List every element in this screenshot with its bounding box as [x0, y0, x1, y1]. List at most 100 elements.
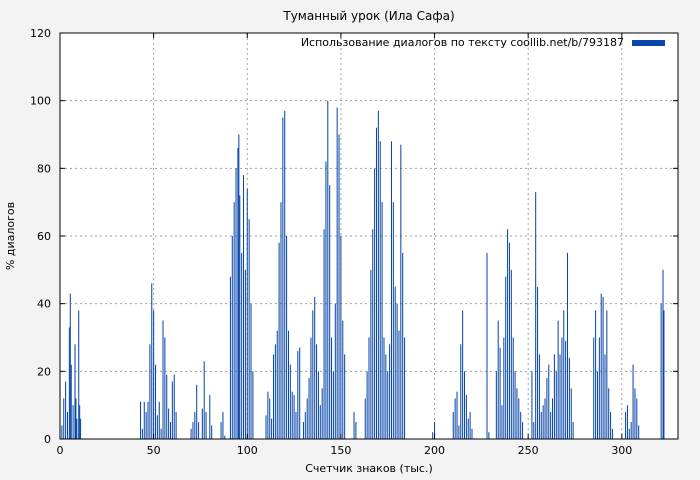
bar — [381, 202, 383, 439]
bar — [205, 411, 207, 439]
bar — [628, 428, 630, 439]
bar — [239, 195, 241, 439]
bar — [65, 381, 67, 439]
x-tick-label: 200 — [424, 444, 445, 457]
bar — [463, 371, 466, 439]
x-tick-label: 50 — [147, 444, 161, 457]
bar — [151, 283, 153, 439]
bar — [495, 371, 497, 439]
bar — [625, 411, 627, 439]
y-tick-label: 0 — [44, 433, 51, 446]
bar — [565, 340, 567, 439]
bar — [462, 310, 464, 439]
bar — [312, 310, 314, 439]
chart-title: Туманный урок (Ила Сафа) — [282, 9, 454, 23]
bar — [638, 425, 640, 439]
bar — [316, 344, 318, 439]
bar — [518, 398, 520, 439]
bar — [293, 395, 295, 439]
bar — [385, 354, 387, 439]
bar — [394, 286, 396, 439]
bar — [192, 422, 194, 439]
bar — [535, 192, 537, 439]
bar — [540, 411, 542, 439]
ticks: 0 50 100 150 200 250 300 0 20 40 60 80 100 120 — [30, 27, 678, 457]
y-tick-label: 40 — [37, 298, 51, 311]
x-tick-label: 300 — [611, 444, 632, 457]
bar — [72, 405, 74, 439]
bar — [175, 411, 177, 439]
bar — [522, 422, 524, 439]
bar — [75, 398, 77, 439]
bar — [173, 374, 175, 439]
bar — [553, 354, 555, 439]
bar — [452, 411, 454, 439]
bar — [269, 398, 271, 439]
bar — [516, 388, 518, 439]
bar — [265, 415, 267, 439]
bar — [243, 175, 245, 439]
bar — [550, 411, 552, 439]
bar — [566, 252, 569, 439]
bar — [471, 428, 473, 439]
bar — [166, 374, 168, 439]
bar — [252, 371, 254, 439]
bar — [538, 354, 540, 439]
bar — [404, 337, 406, 439]
bar — [244, 269, 246, 439]
x-tick-label: 100 — [237, 444, 258, 457]
bar — [220, 422, 222, 439]
bar — [634, 388, 636, 439]
bar — [377, 110, 379, 439]
bar — [61, 425, 63, 439]
bar — [201, 408, 203, 439]
bar — [364, 398, 366, 439]
bar — [505, 276, 507, 439]
bar — [332, 371, 334, 439]
bar — [510, 269, 512, 439]
bar — [626, 405, 628, 439]
y-tick-label: 60 — [37, 230, 51, 243]
bar — [390, 141, 392, 439]
bar — [663, 310, 665, 439]
bar — [237, 148, 239, 439]
y-tick-label: 120 — [30, 27, 51, 40]
bar — [353, 411, 355, 439]
bar — [389, 344, 391, 439]
bar — [497, 320, 499, 439]
bar — [595, 310, 597, 439]
bar — [344, 354, 346, 439]
bar — [602, 296, 604, 439]
bar — [302, 422, 304, 439]
bar — [250, 303, 252, 439]
bar — [235, 168, 237, 439]
y-tick-label: 100 — [30, 95, 51, 108]
bar — [537, 286, 539, 439]
bar — [164, 337, 166, 439]
bar — [329, 185, 331, 439]
bar — [508, 242, 510, 439]
bar — [467, 418, 469, 439]
bar — [299, 347, 301, 439]
bar — [147, 401, 149, 439]
bar — [660, 303, 662, 439]
bar — [284, 110, 286, 439]
bar — [608, 388, 610, 439]
bar — [400, 144, 402, 439]
bar — [559, 354, 561, 439]
x-tick-label: 250 — [518, 444, 539, 457]
bar — [563, 310, 565, 439]
bar — [80, 418, 82, 439]
bar — [190, 428, 192, 439]
bar — [507, 229, 509, 439]
bar — [231, 236, 233, 439]
bar — [168, 408, 170, 439]
bar — [194, 411, 196, 439]
bar — [241, 252, 243, 439]
bar — [606, 310, 608, 439]
bar — [458, 425, 460, 439]
bar — [456, 391, 458, 439]
bars — [61, 100, 665, 440]
bar — [287, 330, 289, 439]
